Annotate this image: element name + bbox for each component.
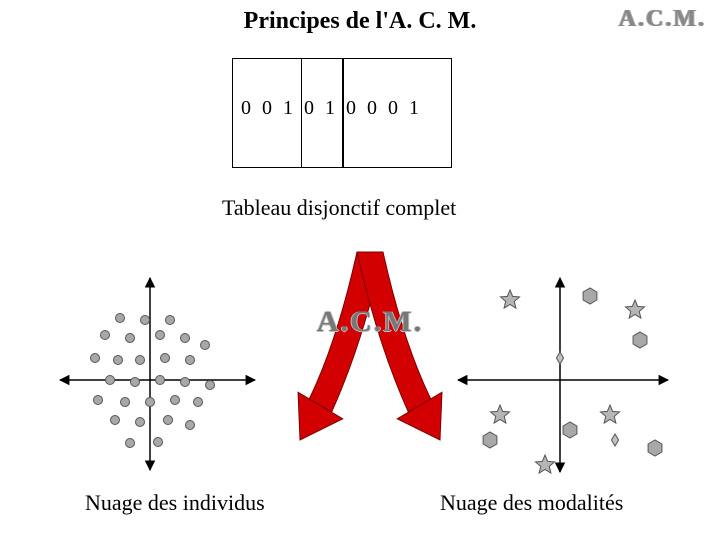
disjunctive-table: 0 0 1 0 1 0 0 0 1 [232, 58, 452, 168]
caption-nuage-modalites: Nuage des modalités [440, 490, 623, 516]
figure-area [0, 240, 720, 480]
caption-tableau: Tableau disjonctif complet [222, 195, 456, 221]
acm-logo-center: A.C.M. [300, 305, 440, 339]
table-row-values: 0 0 1 0 1 0 0 0 1 [233, 97, 451, 120]
page-title: Principes de l'A. C. M. [0, 8, 720, 35]
caption-nuage-individus: Nuage des individus [85, 490, 265, 516]
figure-svg [0, 240, 720, 490]
acm-logo-topright: A.C.M. [619, 6, 706, 33]
